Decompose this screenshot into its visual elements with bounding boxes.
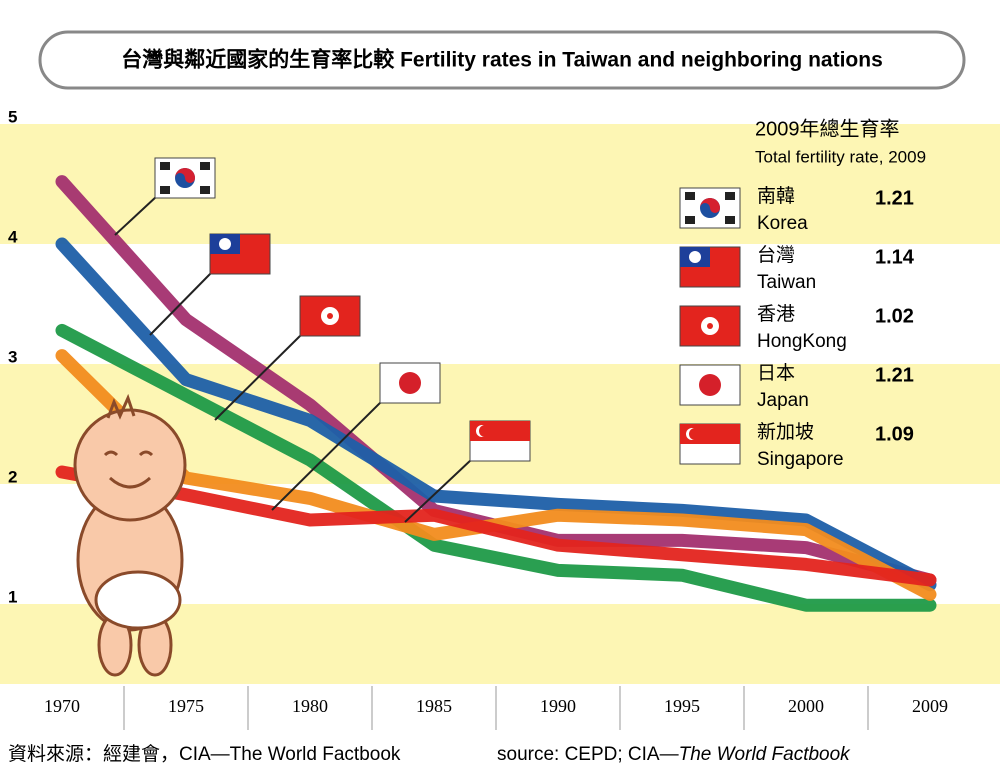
flag: [160, 186, 170, 194]
x-tick-label: 1995: [664, 696, 700, 716]
leader-line: [114, 195, 158, 236]
y-tick-label: 2: [8, 467, 17, 486]
source-en: source: CEPD; CIA—The World Factbook: [497, 744, 851, 765]
y-tick-label: 5: [8, 107, 17, 126]
baby-illustration: [73, 393, 187, 677]
legend-value: 1.02: [875, 305, 914, 327]
legend-subtitle: Total fertility rate, 2009: [755, 147, 926, 166]
flag: [399, 372, 421, 394]
flag: [679, 305, 741, 347]
flag: [175, 168, 195, 183]
flag: [219, 238, 231, 250]
x-tick-label: 1970: [44, 696, 80, 716]
source-en-italic: The World Factbook: [679, 744, 852, 765]
leader-line: [404, 458, 473, 523]
flag: [200, 162, 210, 170]
legend-label-zh: 香港: [757, 303, 795, 325]
x-tick-label: 1975: [168, 696, 204, 716]
legend-value: 1.14: [875, 246, 915, 268]
series-line: [55, 237, 937, 592]
source-en-text: source: CEPD; CIA—: [497, 744, 679, 765]
x-tick-label: 2009: [912, 696, 948, 716]
legend-label: Korea: [757, 213, 808, 234]
series-line: [55, 323, 937, 612]
flags: [114, 157, 741, 523]
legend-label: Singapore: [757, 449, 844, 470]
legend-label: Japan: [757, 390, 809, 411]
series-line: [55, 465, 937, 587]
band: [0, 124, 1000, 244]
flag: [327, 313, 333, 319]
legend-label-zh: 台灣: [757, 244, 795, 266]
flag: [200, 186, 210, 194]
x-tick-label: 2000: [788, 696, 824, 716]
leader-line: [149, 271, 213, 336]
flag: [689, 251, 701, 263]
leader-line: [214, 333, 303, 421]
flag: [725, 216, 735, 224]
x-tick-label: 1990: [540, 696, 576, 716]
plot: [55, 175, 937, 612]
flag: [685, 192, 695, 200]
flag: [160, 162, 170, 170]
x-axis-strip: [0, 684, 1000, 734]
legend-label: HongKong: [757, 331, 847, 352]
legend-label-zh: 新加坡: [757, 421, 814, 443]
x-tick-label: 1980: [292, 696, 328, 716]
y-tick-label: 1: [8, 587, 17, 606]
leader-line: [271, 400, 383, 511]
y-tick-label: 4: [8, 227, 18, 246]
y-tick-label: 3: [8, 347, 17, 366]
legend-label: Taiwan: [757, 272, 816, 293]
legend-label-zh: 南韓: [757, 185, 795, 207]
x-tick-label: 1985: [416, 696, 452, 716]
flag: [685, 216, 695, 224]
flag: [707, 323, 713, 329]
flag: [725, 192, 735, 200]
chart-title: 台灣與鄰近國家的生育率比較 Fertility rates in Taiwan …: [121, 48, 883, 72]
flag: [479, 425, 491, 437]
legend-value: 1.21: [875, 187, 914, 209]
legend-value: 1.21: [875, 364, 914, 386]
flag: [700, 198, 720, 213]
legend-label-zh: 日本: [757, 362, 795, 384]
flag: [689, 428, 701, 440]
legend-value: 1.09: [875, 423, 914, 445]
source-zh: 資料來源：經建會，CIA—The World Factbook: [8, 743, 401, 765]
title-box: [38, 30, 966, 90]
legend-title: 2009年總生育率: [755, 117, 900, 140]
flag: [699, 374, 721, 396]
